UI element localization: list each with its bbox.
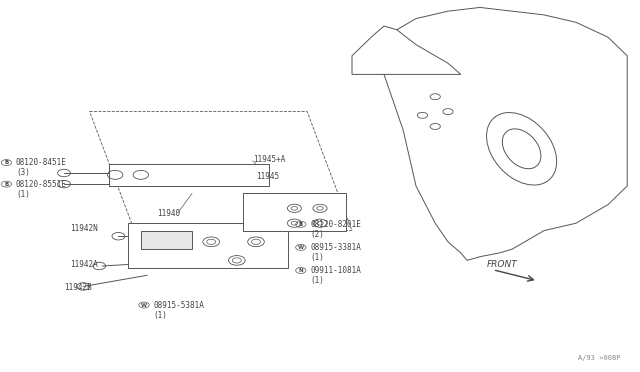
Text: W: W [298, 245, 304, 250]
Text: 11940: 11940 [157, 209, 180, 218]
Text: 09911-1081A: 09911-1081A [310, 266, 361, 275]
Text: B: B [4, 182, 8, 187]
Text: 08915-3381A: 08915-3381A [310, 243, 361, 252]
Ellipse shape [502, 129, 541, 169]
Text: 08915-5381A: 08915-5381A [154, 301, 204, 310]
Text: 08120-8551E: 08120-8551E [16, 180, 67, 189]
Text: 11942N: 11942N [70, 224, 98, 233]
Text: (1): (1) [310, 276, 324, 285]
Text: 08120-8451E: 08120-8451E [16, 158, 67, 167]
Text: A/93 »008P: A/93 »008P [579, 355, 621, 361]
Polygon shape [128, 223, 288, 268]
Text: (3): (3) [16, 168, 30, 177]
Text: (2): (2) [310, 230, 324, 239]
Polygon shape [141, 231, 192, 249]
Polygon shape [243, 193, 346, 231]
Text: 11942A: 11942A [70, 260, 98, 269]
Text: W: W [141, 302, 147, 308]
Polygon shape [352, 26, 461, 74]
Polygon shape [109, 164, 269, 186]
Text: 11945: 11945 [256, 172, 279, 181]
Ellipse shape [486, 113, 557, 185]
Text: 08120-8201E: 08120-8201E [310, 220, 361, 229]
Text: FRONT: FRONT [486, 260, 517, 269]
Text: (1): (1) [16, 190, 30, 199]
Polygon shape [384, 7, 627, 260]
Text: 11945+A: 11945+A [253, 155, 285, 164]
Text: B: B [299, 222, 303, 227]
Text: (1): (1) [154, 311, 168, 320]
Text: 11942B: 11942B [64, 283, 92, 292]
Text: N: N [298, 268, 303, 273]
Text: (1): (1) [310, 253, 324, 262]
Text: B: B [4, 160, 8, 165]
